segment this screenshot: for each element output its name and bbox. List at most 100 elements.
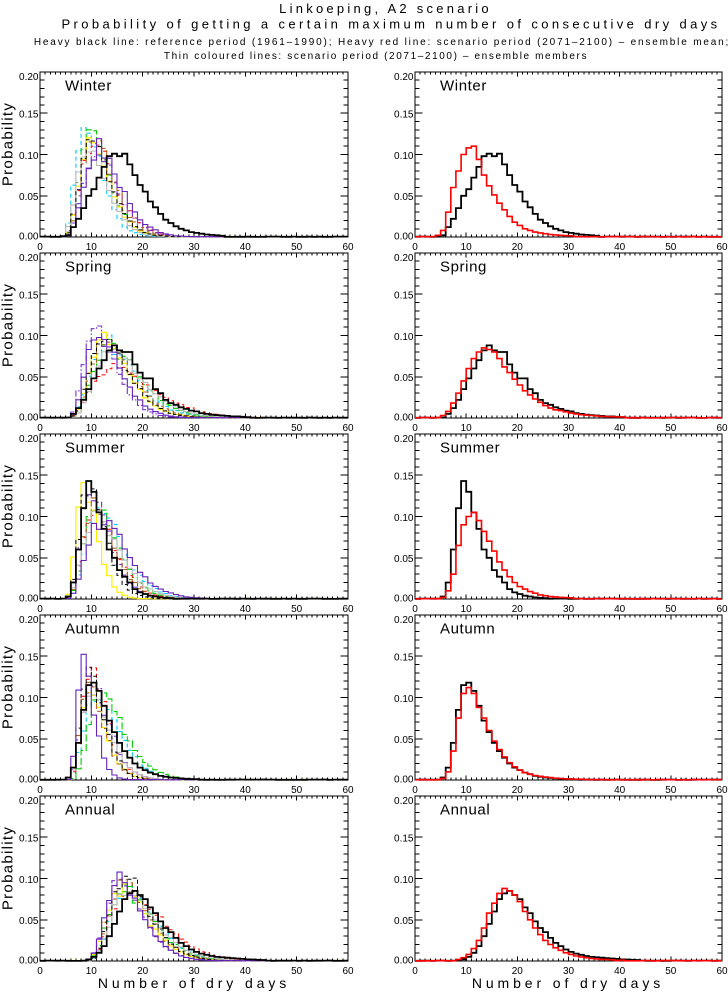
svg-text:30: 30 <box>188 423 200 434</box>
svg-text:40: 40 <box>240 604 252 615</box>
svg-text:10: 10 <box>461 423 473 434</box>
svg-text:40: 40 <box>240 242 252 253</box>
svg-text:50: 50 <box>665 423 677 434</box>
svg-text:10: 10 <box>461 785 473 796</box>
svg-text:60: 60 <box>342 242 354 253</box>
svg-text:20: 20 <box>512 423 524 434</box>
svg-text:60: 60 <box>342 423 354 434</box>
svg-text:50: 50 <box>665 242 677 253</box>
svg-text:10: 10 <box>86 604 98 615</box>
svg-text:0.10: 0.10 <box>19 875 39 886</box>
svg-text:Probability: Probability <box>0 283 17 367</box>
svg-text:0.10: 0.10 <box>19 513 39 524</box>
svg-text:Spring: Spring <box>65 259 112 276</box>
svg-text:0.15: 0.15 <box>394 291 414 302</box>
svg-text:0.05: 0.05 <box>394 554 414 565</box>
svg-text:0.15: 0.15 <box>394 472 414 483</box>
svg-text:30: 30 <box>563 423 575 434</box>
svg-text:10: 10 <box>86 966 98 977</box>
svg-text:20: 20 <box>137 966 149 977</box>
svg-text:0: 0 <box>412 785 418 796</box>
svg-text:0.20: 0.20 <box>19 796 39 807</box>
svg-text:0.15: 0.15 <box>19 834 39 845</box>
svg-text:40: 40 <box>614 966 626 977</box>
svg-text:0.15: 0.15 <box>394 834 414 845</box>
svg-text:0.20: 0.20 <box>19 434 39 445</box>
svg-text:0.00: 0.00 <box>19 593 39 604</box>
svg-text:0: 0 <box>37 785 43 796</box>
svg-text:50: 50 <box>291 966 303 977</box>
svg-text:Winter: Winter <box>65 78 112 95</box>
svg-text:Probability: Probability <box>0 645 17 729</box>
svg-text:Summer: Summer <box>440 440 500 457</box>
svg-text:0.05: 0.05 <box>19 373 39 384</box>
svg-text:0.00: 0.00 <box>19 955 39 966</box>
svg-text:0.10: 0.10 <box>394 694 414 705</box>
svg-text:10: 10 <box>461 966 473 977</box>
svg-text:50: 50 <box>665 604 677 615</box>
svg-text:40: 40 <box>614 423 626 434</box>
svg-text:20: 20 <box>512 604 524 615</box>
svg-text:20: 20 <box>137 423 149 434</box>
svg-text:Autumn: Autumn <box>65 621 120 638</box>
svg-text:0.15: 0.15 <box>19 291 39 302</box>
svg-text:0.20: 0.20 <box>19 253 39 264</box>
svg-text:20: 20 <box>137 242 149 253</box>
svg-text:0.15: 0.15 <box>394 653 414 664</box>
svg-text:50: 50 <box>291 423 303 434</box>
svg-text:0: 0 <box>37 242 43 253</box>
svg-text:0.20: 0.20 <box>394 796 414 807</box>
svg-text:Heavy black line: reference pe: Heavy black line: reference period (1961… <box>34 37 728 48</box>
svg-text:20: 20 <box>137 604 149 615</box>
svg-text:50: 50 <box>291 785 303 796</box>
svg-text:0.15: 0.15 <box>394 110 414 121</box>
svg-text:30: 30 <box>563 604 575 615</box>
svg-text:0: 0 <box>37 423 43 434</box>
svg-text:60: 60 <box>716 242 728 253</box>
svg-text:0.10: 0.10 <box>19 332 39 343</box>
svg-text:20: 20 <box>512 785 524 796</box>
svg-text:50: 50 <box>291 604 303 615</box>
svg-text:30: 30 <box>188 242 200 253</box>
svg-text:0.05: 0.05 <box>394 735 414 746</box>
svg-text:0: 0 <box>37 604 43 615</box>
svg-text:50: 50 <box>291 242 303 253</box>
svg-text:0.00: 0.00 <box>394 412 414 423</box>
svg-text:Probability: Probability <box>0 464 17 548</box>
svg-text:10: 10 <box>461 242 473 253</box>
svg-text:0.00: 0.00 <box>394 955 414 966</box>
svg-text:0.10: 0.10 <box>19 694 39 705</box>
svg-text:0.05: 0.05 <box>394 373 414 384</box>
svg-text:0.05: 0.05 <box>19 192 39 203</box>
svg-text:30: 30 <box>563 966 575 977</box>
svg-text:0: 0 <box>412 423 418 434</box>
svg-text:40: 40 <box>614 242 626 253</box>
svg-text:0.15: 0.15 <box>19 653 39 664</box>
svg-text:30: 30 <box>188 604 200 615</box>
svg-text:Summer: Summer <box>65 440 125 457</box>
svg-text:50: 50 <box>665 966 677 977</box>
svg-text:0.00: 0.00 <box>19 774 39 785</box>
svg-text:Number of dry days: Number of dry days <box>98 975 290 991</box>
svg-text:0.05: 0.05 <box>19 554 39 565</box>
svg-text:30: 30 <box>188 966 200 977</box>
svg-text:Probability of getting a certa: Probability of getting a certain maximum… <box>61 17 720 32</box>
svg-text:40: 40 <box>614 604 626 615</box>
svg-text:0.10: 0.10 <box>19 151 39 162</box>
svg-text:Probability: Probability <box>0 826 17 910</box>
svg-text:0.20: 0.20 <box>394 72 414 83</box>
svg-text:0.20: 0.20 <box>19 72 39 83</box>
svg-text:Winter: Winter <box>440 78 487 95</box>
svg-text:0.05: 0.05 <box>19 735 39 746</box>
svg-text:50: 50 <box>665 785 677 796</box>
svg-text:60: 60 <box>716 785 728 796</box>
svg-text:0.10: 0.10 <box>394 875 414 886</box>
svg-text:Annual: Annual <box>440 802 490 819</box>
svg-text:60: 60 <box>716 604 728 615</box>
svg-text:10: 10 <box>86 423 98 434</box>
svg-text:20: 20 <box>512 242 524 253</box>
svg-text:60: 60 <box>342 604 354 615</box>
svg-text:0.10: 0.10 <box>394 332 414 343</box>
svg-text:Probability: Probability <box>0 102 17 186</box>
svg-text:Autumn: Autumn <box>440 621 495 638</box>
